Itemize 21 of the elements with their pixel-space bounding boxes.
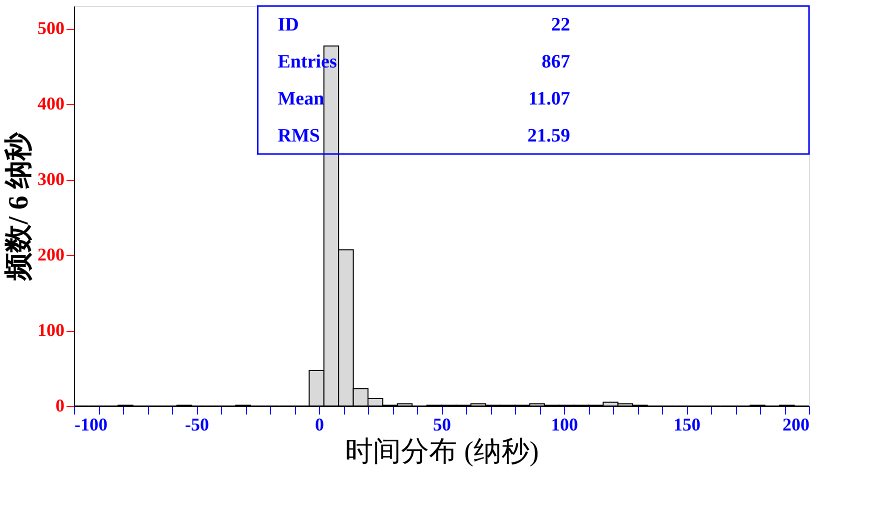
annotation: ID bbox=[278, 14, 299, 36]
y-tick-label: 500 bbox=[38, 18, 64, 38]
x-tick-label: 50 bbox=[433, 414, 451, 434]
annotation: RMS bbox=[278, 126, 320, 146]
x-axis-title: 时间分布 (纳秒) bbox=[345, 436, 539, 468]
x-tick-label: -50 bbox=[185, 414, 209, 434]
x-tick-label: 0 bbox=[315, 414, 324, 434]
y-axis-title: 频数/ 6 纳秒 bbox=[4, 132, 34, 282]
y-tick-label: 200 bbox=[38, 244, 64, 265]
annotation: 21.59 bbox=[527, 126, 570, 146]
y-tick-label: 400 bbox=[38, 94, 64, 114]
x-tick-label: -100 bbox=[74, 414, 108, 434]
annotation: 22 bbox=[551, 14, 570, 36]
annotation: 11.07 bbox=[528, 88, 571, 110]
x-tick-label: 100 bbox=[551, 414, 578, 434]
y-tick-label: 100 bbox=[38, 320, 64, 340]
x-tick-label: 200 bbox=[782, 414, 810, 434]
annotation: 867 bbox=[542, 52, 571, 72]
y-tick-label: 0 bbox=[56, 396, 64, 416]
y-tick-label: 300 bbox=[38, 169, 64, 190]
x-tick-label: 150 bbox=[674, 414, 700, 434]
